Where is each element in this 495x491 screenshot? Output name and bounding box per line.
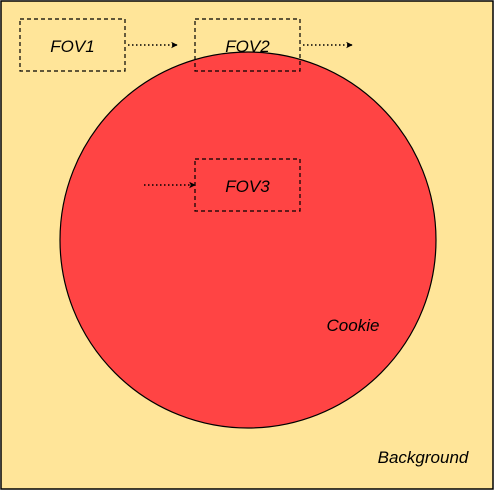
background-label: Background: [378, 448, 469, 467]
cookie-label: Cookie: [327, 316, 380, 335]
fov2-label: FOV2: [225, 37, 270, 56]
fov1-box: [19, 18, 126, 72]
cookie-region: [59, 51, 437, 429]
fov2-box: [194, 18, 301, 72]
fov1-label: FOV1: [50, 37, 94, 56]
fov3-label: FOV3: [225, 177, 270, 196]
